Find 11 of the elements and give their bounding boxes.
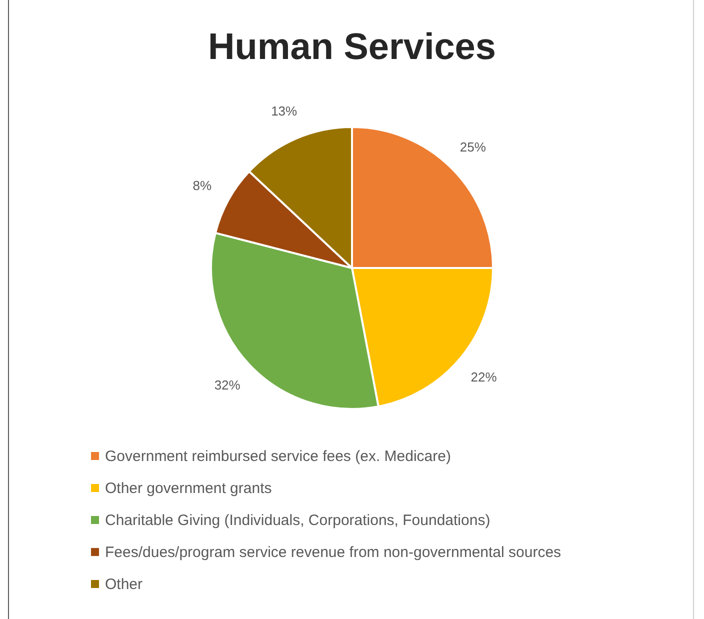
data-label: 25% <box>460 140 486 155</box>
legend-label: Other government grants <box>105 480 272 496</box>
data-label: 22% <box>470 370 498 384</box>
chart-title: Human Services <box>207 26 497 68</box>
data-label: 32% <box>214 378 241 393</box>
data-label: 8% <box>192 178 212 194</box>
legend-label: Other <box>105 576 143 592</box>
data-label: 13% <box>271 104 298 119</box>
legend-label: Fees/dues/program service revenue from non-governmental sources <box>105 544 562 560</box>
legend-label: Government reimbursed service fees (ex. Medicare) <box>105 448 451 464</box>
legend-label: Charitable Giving (Individuals, Corporations, Foundations) <box>105 512 490 528</box>
